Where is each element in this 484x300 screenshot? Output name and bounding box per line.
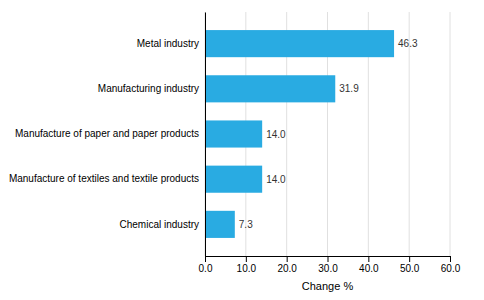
x-tick-label: 50.0 [400,263,420,274]
y-tick-label: Manufacture of textiles and textile prod… [9,173,199,184]
bars [205,30,394,238]
y-tick-label: Manufacture of paper and paper products [15,128,199,139]
x-tick-label: 20.0 [277,263,297,274]
y-tick: Manufacture of paper and paper products [15,128,199,139]
grid [205,12,450,256]
bar [205,166,262,193]
data-label: 7.3 [239,219,253,230]
x-tick-mark [368,256,369,262]
x-tick: 0.0 [199,256,213,274]
x-tick: 20.0 [277,256,297,274]
x-tick: 40.0 [359,256,379,274]
grid-line [205,12,206,256]
data-label: 14.0 [266,129,286,140]
y-tick-label: Manufacturing industry [98,83,199,94]
y-tick: Metal industry [137,38,199,49]
grid-line [450,12,451,256]
x-tick-mark [450,256,451,262]
x-tick-label: 30.0 [318,263,338,274]
data-label: 31.9 [339,83,359,94]
chart: 0.0 10.0 20.0 30.0 40.0 50.0 60.0 Chemical indu… [0,0,484,300]
data-label: 14.0 [266,174,286,185]
x-tick-label: 0.0 [199,263,213,274]
x-tick-label: 10.0 [237,263,257,274]
x-tick-mark [205,256,206,262]
x-tick: 60.0 [441,256,461,274]
y-tick: Chemical industry [120,219,199,230]
data-labels: 7.3 14.0 14.0 31.9 46.3 [239,38,418,230]
x-tick-mark [287,256,288,262]
bar [205,211,235,238]
y-tick: Manufacturing industry [98,83,199,94]
x-axis: 0.0 10.0 20.0 30.0 40.0 50.0 60.0 [199,256,461,274]
bar [205,75,335,102]
x-tick-mark [328,256,329,262]
y-tick-label: Chemical industry [120,219,199,230]
bar [205,120,262,147]
x-tick: 10.0 [237,256,257,274]
y-tick-label: Metal industry [137,38,199,49]
x-axis-title: Change % [302,280,354,292]
x-tick-label: 40.0 [359,263,379,274]
x-tick-mark [409,256,410,262]
y-axis: Chemical industry Manufacture of textiles… [9,13,206,257]
x-tick-label: 60.0 [441,263,461,274]
x-tick-mark [246,256,247,262]
y-axis-line [205,13,206,257]
bar [205,30,394,57]
plot: 0.0 10.0 20.0 30.0 40.0 50.0 60.0 Chemical indu… [9,12,461,292]
y-tick: Manufacture of textiles and textile prod… [9,173,199,184]
x-tick: 50.0 [400,256,420,274]
data-label: 46.3 [398,38,418,49]
x-tick: 30.0 [318,256,338,274]
